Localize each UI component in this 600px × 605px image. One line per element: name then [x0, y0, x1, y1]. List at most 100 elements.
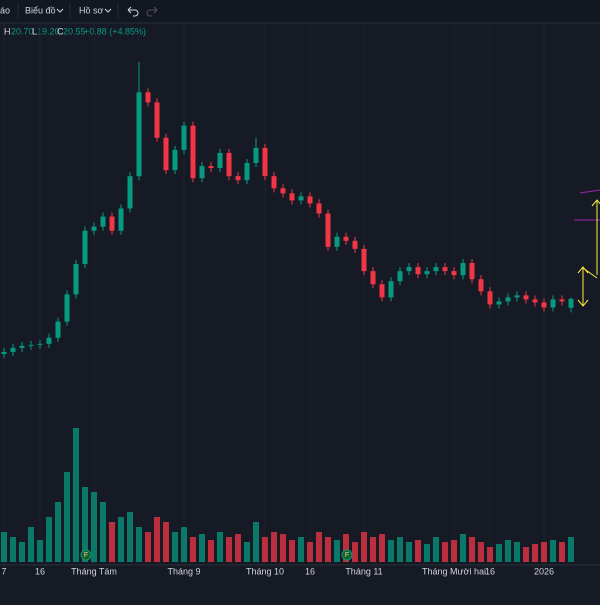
- event-marker[interactable]: [80, 549, 92, 561]
- candle-body: [73, 264, 79, 295]
- volume-bar: [118, 517, 124, 562]
- candle-body: [541, 302, 547, 308]
- legend-label: H: [4, 26, 11, 36]
- volume-bar: [91, 492, 97, 562]
- candle-body: [325, 213, 331, 247]
- candle-body: [496, 301, 502, 305]
- candle-body: [235, 176, 241, 181]
- volume-bar: [424, 544, 430, 562]
- candle-body: [379, 284, 385, 298]
- redo-button[interactable]: [146, 6, 158, 17]
- candle-body: [505, 297, 511, 302]
- volume-bar: [19, 542, 25, 562]
- candle-body: [523, 295, 529, 300]
- volume-bar: [73, 428, 79, 562]
- candle-body: [136, 92, 142, 177]
- candle-body: [145, 92, 151, 103]
- candle-body: [100, 216, 106, 227]
- volume-bar: [433, 537, 439, 562]
- volume-bar: [271, 532, 277, 562]
- candle-body: [280, 188, 286, 194]
- event-marker[interactable]: [341, 549, 353, 561]
- candle-body: [532, 299, 538, 303]
- volume-bar: [568, 537, 574, 562]
- volume-bar: [28, 527, 34, 562]
- toolbar: [0, 0, 600, 23]
- volume-bar: [415, 540, 421, 562]
- candle-body: [298, 196, 304, 201]
- volume-bar: [163, 522, 169, 562]
- volume-bar: [235, 534, 241, 562]
- toolbar-item[interactable]: Biểu đồ: [25, 5, 56, 15]
- volume-bar: [181, 527, 187, 562]
- volume-bar: [82, 487, 88, 562]
- candle-body: [154, 102, 160, 138]
- x-tick-label: Tháng Mười hai: [422, 566, 486, 576]
- x-tick-label: Tháng 11: [345, 566, 382, 576]
- volume-bar: [352, 542, 358, 562]
- volume-bar: [145, 532, 151, 562]
- volume-bar: [388, 540, 394, 562]
- toolbar-item[interactable]: Hồ sơ: [79, 5, 104, 15]
- drawing: [577, 199, 600, 307]
- volume-bar: [10, 537, 16, 562]
- x-tick-label: Tháng Tám: [71, 566, 117, 576]
- event-marker-label: F: [345, 552, 349, 559]
- chevron: [56, 8, 64, 13]
- candle-body: [208, 166, 214, 169]
- candle-body: [478, 279, 484, 292]
- candle-body: [64, 294, 70, 322]
- candle-body: [46, 337, 52, 344]
- volume-bar: [46, 517, 52, 562]
- candle-body: [28, 344, 34, 346]
- volume-bar: [487, 547, 493, 562]
- candle-body: [289, 193, 295, 201]
- volume-bar: [217, 532, 223, 562]
- candle-body: [55, 321, 61, 338]
- x-tick-label: 7: [1, 566, 6, 576]
- candle-body: [163, 137, 169, 171]
- candle-body: [424, 271, 430, 275]
- plot: 7 16 Tháng Tám Tháng 9 Tháng 10 16 Tháng 11 Thá…: [1, 24, 574, 576]
- x-tick-label: 16: [485, 566, 495, 576]
- volume-bar: [559, 542, 565, 562]
- undo-button[interactable]: [127, 6, 139, 17]
- candle-body: [307, 196, 313, 204]
- candle-body: [451, 271, 457, 276]
- volume-bar: [325, 537, 331, 562]
- candle-body: [433, 267, 439, 272]
- toolbar-item[interactable]: áo: [0, 5, 10, 15]
- volume-bar: [505, 540, 511, 562]
- volume-bar: [37, 540, 43, 562]
- candle-body: [568, 298, 574, 308]
- volume-bar: [199, 534, 205, 562]
- candle-body: [19, 345, 25, 348]
- candle-body: [1, 351, 7, 354]
- drawing: [574, 189, 600, 221]
- x-tick-label: 16: [305, 566, 315, 576]
- candle-body: [37, 343, 43, 345]
- candle-body: [127, 176, 133, 209]
- volume-bar: [55, 502, 61, 562]
- volume-bar: [397, 537, 403, 562]
- volume-bar: [550, 540, 556, 562]
- candle-body: [262, 147, 268, 177]
- candle-body: [514, 295, 520, 298]
- x-tick-label: Tháng 10: [246, 566, 284, 576]
- candle-body: [388, 281, 394, 298]
- volume-bar: [127, 512, 133, 562]
- volume-bar: [307, 542, 313, 562]
- volume-bar: [451, 540, 457, 562]
- x-tick-label: Tháng 9: [167, 566, 200, 576]
- volume-bar: [1, 532, 7, 562]
- volume-bar: [109, 522, 115, 562]
- volume-bar: [496, 544, 502, 562]
- volume-bar: [532, 544, 538, 562]
- volume-bar: [289, 540, 295, 562]
- volume-bar: [469, 537, 475, 562]
- legend-change: +0.88 (+4.85%): [84, 26, 146, 36]
- candle-body: [271, 176, 277, 189]
- volume-bar: [541, 542, 547, 562]
- volume-bar: [361, 532, 367, 562]
